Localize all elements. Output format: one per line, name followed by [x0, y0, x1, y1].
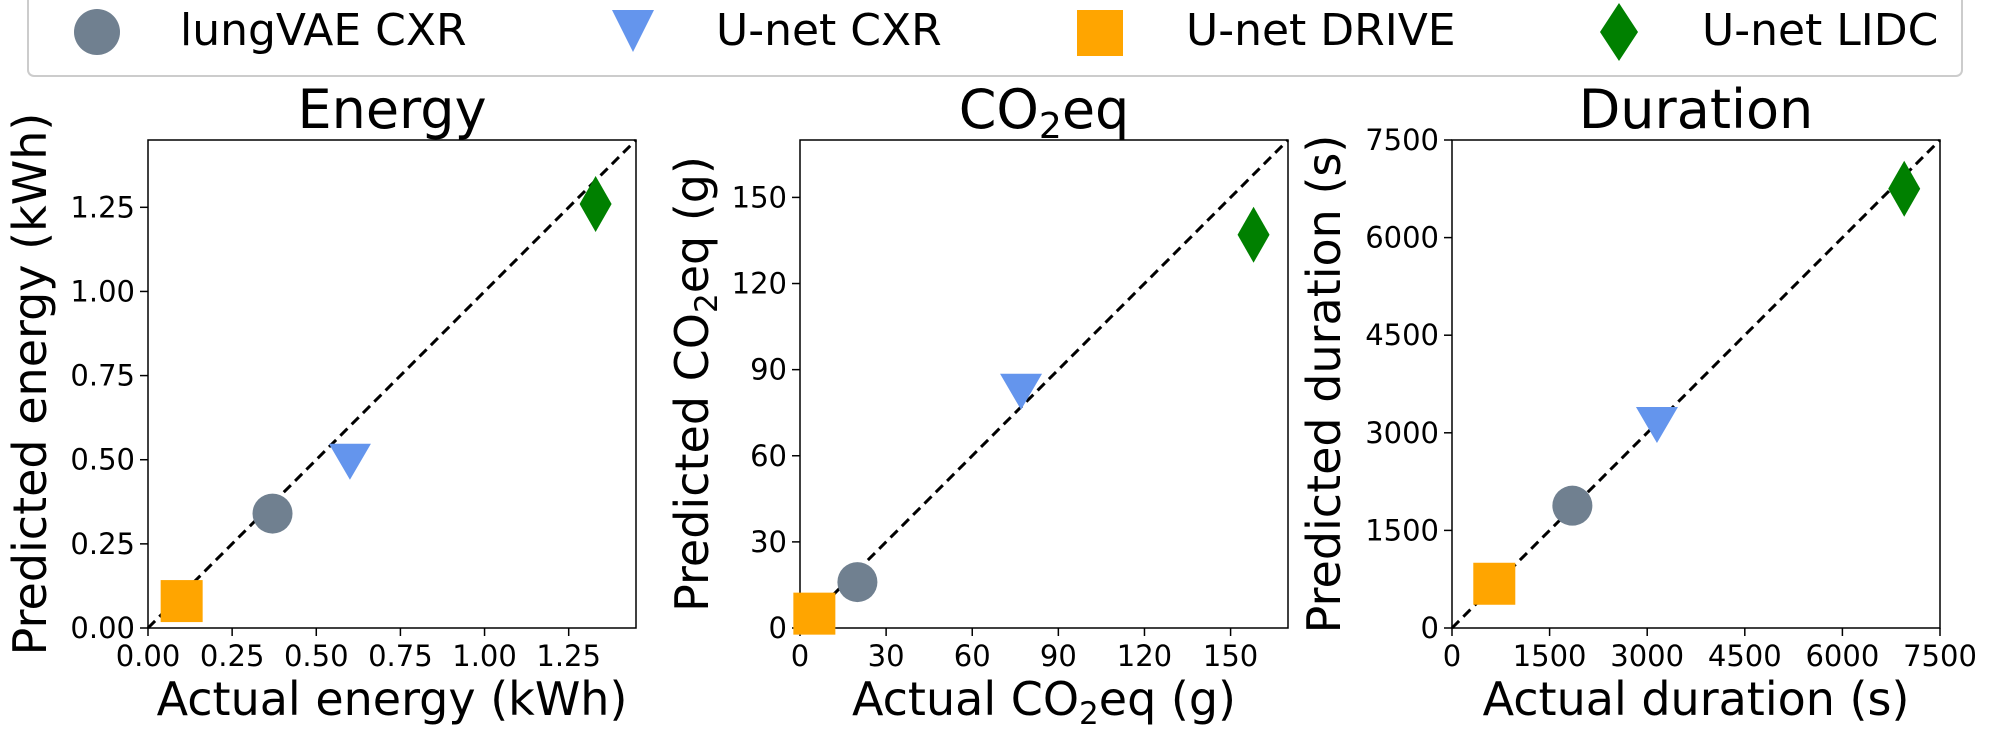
duration-point-u-net-drive — [1473, 562, 1516, 605]
legend-label-2: U-net DRIVE — [1186, 5, 1456, 56]
energy-x-tick-label: 1.00 — [452, 639, 517, 673]
duration-y-tick-label: 3000 — [1365, 416, 1439, 450]
co2-x-tick-label: 60 — [954, 639, 991, 673]
energy-x-tick-label: 0.75 — [368, 639, 433, 673]
energy-x-tick-label: 0.50 — [284, 639, 349, 673]
co2-y-tick-label: 60 — [750, 439, 787, 473]
duration-x-tick-label: 3000 — [1610, 639, 1684, 673]
legend-entry-0: lungVAE CXR — [74, 5, 467, 56]
co2-y-ticks: 0 30 60 90 120 150 — [732, 180, 800, 645]
co2-y-tick-label: 150 — [732, 180, 787, 214]
co2-point-u-net-cxr — [1000, 373, 1043, 410]
legend-marker-3 — [1600, 3, 1638, 61]
legend-entry-2: U-net DRIVE — [1077, 5, 1456, 56]
energy-y-tick-label: 0.25 — [70, 527, 135, 561]
energy-y-tick-label: 0.50 — [70, 443, 135, 477]
duration-title: Duration — [1579, 78, 1814, 141]
co2-x-tick-label: 0 — [791, 639, 809, 673]
duration-point-lungvae-cxr — [1552, 485, 1593, 526]
duration-x-tick-label: 1500 — [1513, 639, 1587, 673]
co2-x-tick-label: 90 — [1040, 639, 1077, 673]
co2-y-tick-label: 30 — [750, 525, 787, 559]
co2-x-tick-label: 30 — [868, 639, 905, 673]
energy-y-tick-label: 1.00 — [70, 274, 135, 308]
co2-points — [793, 206, 1270, 635]
duration-panel: 0 1500 3000 4500 6000 7500 0 1500 3000 4500 6000 7… — [1297, 78, 1977, 726]
duration-x-tick-label: 4500 — [1708, 639, 1782, 673]
energy-panel: 0.00 0.25 0.50 0.75 1.00 1.25 0.00 0.25 0.50 0.7… — [3, 78, 638, 726]
energy-y-label: Predicted energy (kWh) — [3, 113, 57, 656]
duration-points — [1473, 160, 1921, 605]
legend-marker-0 — [74, 9, 120, 55]
energy-x-ticks: 0.00 0.25 0.50 0.75 1.00 1.25 — [116, 628, 601, 673]
co2-y-tick-label: 90 — [750, 353, 787, 387]
co2-y-tick-label: 0 — [769, 611, 787, 645]
duration-x-tick-label: 7500 — [1903, 639, 1977, 673]
co2-point-u-net-drive — [793, 592, 836, 635]
duration-point-u-net-cxr — [1635, 407, 1678, 444]
energy-x-tick-label: 0.25 — [200, 639, 265, 673]
co2-point-u-net-lidc — [1237, 206, 1270, 263]
energy-y-tick-label: 1.25 — [70, 190, 135, 224]
energy-point-u-net-drive — [160, 580, 203, 623]
legend-label-0: lungVAE CXR — [180, 5, 467, 56]
duration-identity-line — [1450, 138, 1942, 630]
legend-label-1: U-net CXR — [716, 5, 942, 56]
co2-point-lungvae-cxr — [837, 562, 878, 603]
co2-y-tick-label: 120 — [732, 267, 787, 301]
co2-y-label: Predicted CO2eq (g) — [665, 156, 725, 612]
duration-y-ticks: 0 1500 3000 4500 6000 7500 — [1365, 123, 1452, 645]
duration-y-tick-label: 4500 — [1365, 318, 1439, 352]
co2-x-tick-label: 150 — [1203, 639, 1258, 673]
energy-x-tick-label: 1.25 — [536, 639, 601, 673]
duration-point-u-net-lidc — [1888, 160, 1921, 217]
energy-title: Energy — [297, 78, 486, 141]
co2-x-label: Actual CO2eq (g) — [852, 672, 1236, 732]
legend-marker-1 — [612, 10, 654, 52]
duration-x-label: Actual duration (s) — [1483, 672, 1910, 726]
co2-x-ticks: 0 30 60 90 120 150 — [791, 628, 1258, 673]
legend-entry-3: U-net LIDC — [1600, 3, 1938, 61]
energy-point-lungvae-cxr — [252, 493, 293, 534]
co2-x-tick-label: 120 — [1117, 639, 1172, 673]
duration-y-tick-label: 6000 — [1365, 221, 1439, 255]
legend-frame — [27, 0, 1963, 77]
energy-point-u-net-cxr — [328, 443, 371, 480]
duration-y-label: Predicted duration (s) — [1297, 135, 1351, 634]
co2-title: CO2eq — [959, 78, 1130, 147]
legend: lungVAE CXR U-net CXR U-net DRIVE U-net … — [27, 0, 1963, 77]
legend-entry-1: U-net CXR — [612, 5, 942, 56]
co2-identity-line — [798, 138, 1290, 630]
duration-x-tick-label: 6000 — [1805, 639, 1879, 673]
energy-point-u-net-lidc — [579, 175, 612, 232]
co2-panel: 0 30 60 90 120 150 0 30 60 90 120 150 CO2eq Actual… — [665, 78, 1290, 732]
duration-x-tick-label: 0 — [1443, 639, 1461, 673]
energy-y-tick-label: 0.75 — [70, 359, 135, 393]
legend-marker-2 — [1077, 10, 1123, 56]
legend-label-3: U-net LIDC — [1702, 5, 1938, 56]
energy-y-ticks: 0.00 0.25 0.50 0.75 1.00 1.25 — [70, 190, 148, 645]
energy-identity-line — [146, 138, 638, 630]
energy-x-tick-label: 0.00 — [116, 639, 181, 673]
duration-y-tick-label: 0 — [1421, 611, 1439, 645]
duration-y-tick-label: 7500 — [1365, 123, 1439, 157]
energy-points — [160, 175, 612, 623]
duration-x-ticks: 0 1500 3000 4500 6000 7500 — [1443, 628, 1977, 673]
duration-y-tick-label: 1500 — [1365, 513, 1439, 547]
energy-x-label: Actual energy (kWh) — [157, 672, 628, 726]
energy-y-tick-label: 0.00 — [70, 611, 135, 645]
